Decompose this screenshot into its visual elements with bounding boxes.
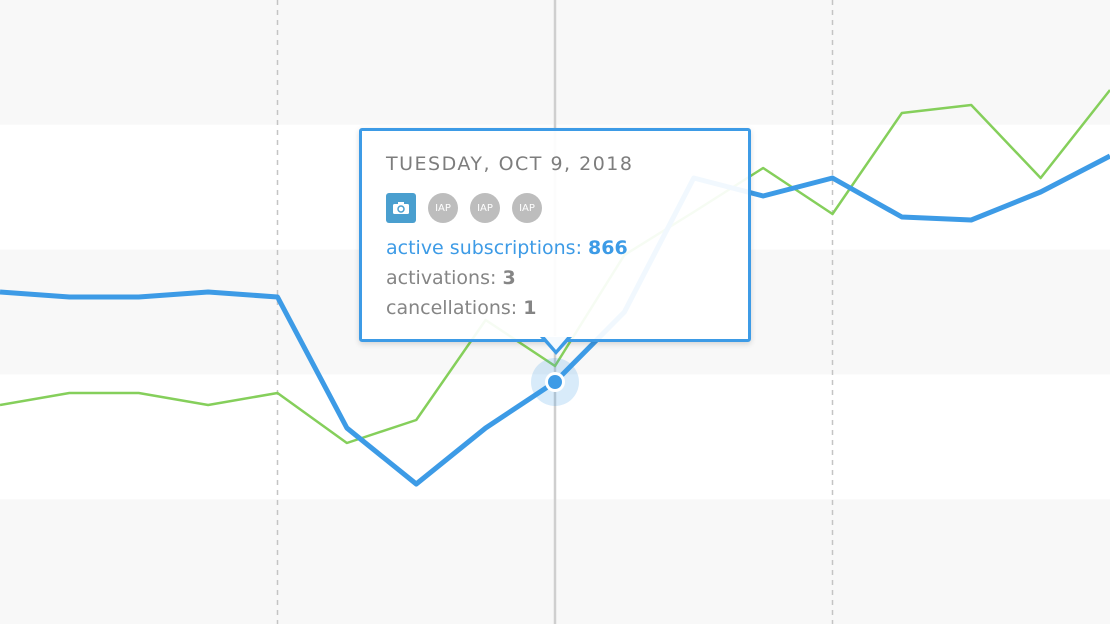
tooltip-arrow-inner: [544, 336, 568, 350]
active-subscriptions-row: active subscriptions: 866: [386, 237, 628, 259]
activations-label: activations:: [386, 267, 497, 289]
cancellations-row: cancellations: 1: [386, 297, 536, 319]
series-line-activations: [0, 89, 1110, 445]
tooltip-date: TUESDAY, OCT 9, 2018: [386, 153, 634, 175]
cancellations-value: 1: [523, 297, 537, 319]
tooltip: TUESDAY, OCT 9, 2018 IAP IAP IAP active …: [359, 128, 751, 342]
iap-badge: IAP: [470, 193, 500, 223]
active-label: active subscriptions:: [386, 237, 582, 259]
camera-icon: [386, 193, 416, 223]
iap-badge: IAP: [428, 193, 458, 223]
activations-row: activations: 3: [386, 267, 516, 289]
active-value: 866: [588, 237, 628, 259]
iap-badge: IAP: [512, 193, 542, 223]
cancellations-label: cancellations:: [386, 297, 518, 319]
highlight-point[interactable]: [548, 375, 562, 389]
activations-value: 3: [502, 267, 516, 289]
tooltip-icons: IAP IAP IAP: [386, 193, 542, 223]
